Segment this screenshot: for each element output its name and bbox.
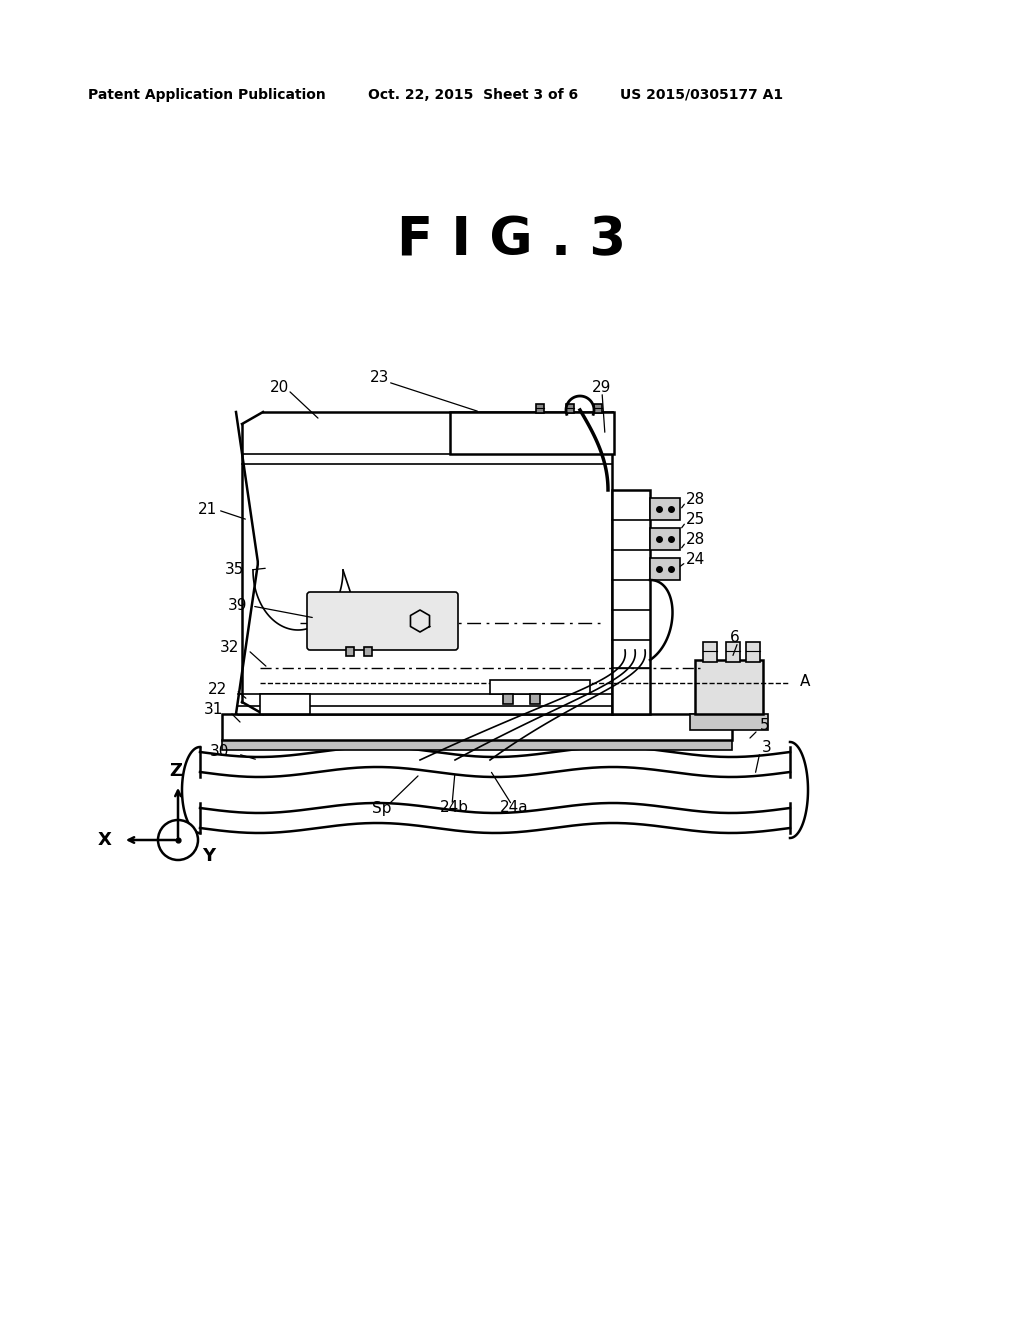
Bar xyxy=(536,404,544,413)
FancyBboxPatch shape xyxy=(307,591,458,649)
Text: 24a: 24a xyxy=(500,800,528,816)
Circle shape xyxy=(158,820,198,861)
Bar xyxy=(260,694,310,714)
Text: 28: 28 xyxy=(686,532,706,548)
Text: Y: Y xyxy=(202,847,215,865)
Text: 23: 23 xyxy=(370,371,389,385)
Text: 29: 29 xyxy=(592,380,611,396)
Text: 5: 5 xyxy=(760,718,770,734)
Bar xyxy=(650,498,680,520)
Text: 25: 25 xyxy=(686,512,706,528)
Bar xyxy=(346,647,354,656)
Text: 3: 3 xyxy=(762,741,772,755)
Text: 32: 32 xyxy=(220,640,240,656)
Bar xyxy=(726,642,740,663)
Bar xyxy=(566,404,574,413)
Text: 31: 31 xyxy=(204,702,223,718)
Bar xyxy=(450,412,614,454)
Text: 30: 30 xyxy=(210,744,229,759)
Bar xyxy=(690,714,768,730)
Text: X: X xyxy=(98,832,112,849)
Text: 6: 6 xyxy=(730,631,739,645)
Text: US 2015/0305177 A1: US 2015/0305177 A1 xyxy=(620,88,783,102)
Bar xyxy=(222,714,732,741)
Bar xyxy=(503,694,513,704)
Text: Oct. 22, 2015  Sheet 3 of 6: Oct. 22, 2015 Sheet 3 of 6 xyxy=(368,88,579,102)
Bar xyxy=(695,660,763,714)
Text: 22: 22 xyxy=(208,682,227,697)
Bar xyxy=(746,642,760,663)
Text: 28: 28 xyxy=(686,492,706,507)
Text: 21: 21 xyxy=(198,503,217,517)
Text: 24: 24 xyxy=(686,553,706,568)
Text: 39: 39 xyxy=(228,598,248,614)
Text: Patent Application Publication: Patent Application Publication xyxy=(88,88,326,102)
Text: F I G . 3: F I G . 3 xyxy=(397,214,627,267)
Text: Z: Z xyxy=(170,762,182,780)
Text: 35: 35 xyxy=(225,562,245,578)
Text: Sp: Sp xyxy=(372,800,391,816)
Bar xyxy=(650,528,680,550)
Bar xyxy=(490,680,590,694)
Bar xyxy=(222,741,732,750)
Bar xyxy=(650,558,680,579)
Text: 20: 20 xyxy=(270,380,289,396)
Bar xyxy=(703,642,717,663)
Bar xyxy=(612,490,650,714)
Bar xyxy=(530,694,540,704)
Bar xyxy=(594,404,602,413)
Text: 24b: 24b xyxy=(440,800,469,816)
Bar xyxy=(238,412,612,714)
Text: A: A xyxy=(800,675,810,689)
Bar xyxy=(364,647,372,656)
